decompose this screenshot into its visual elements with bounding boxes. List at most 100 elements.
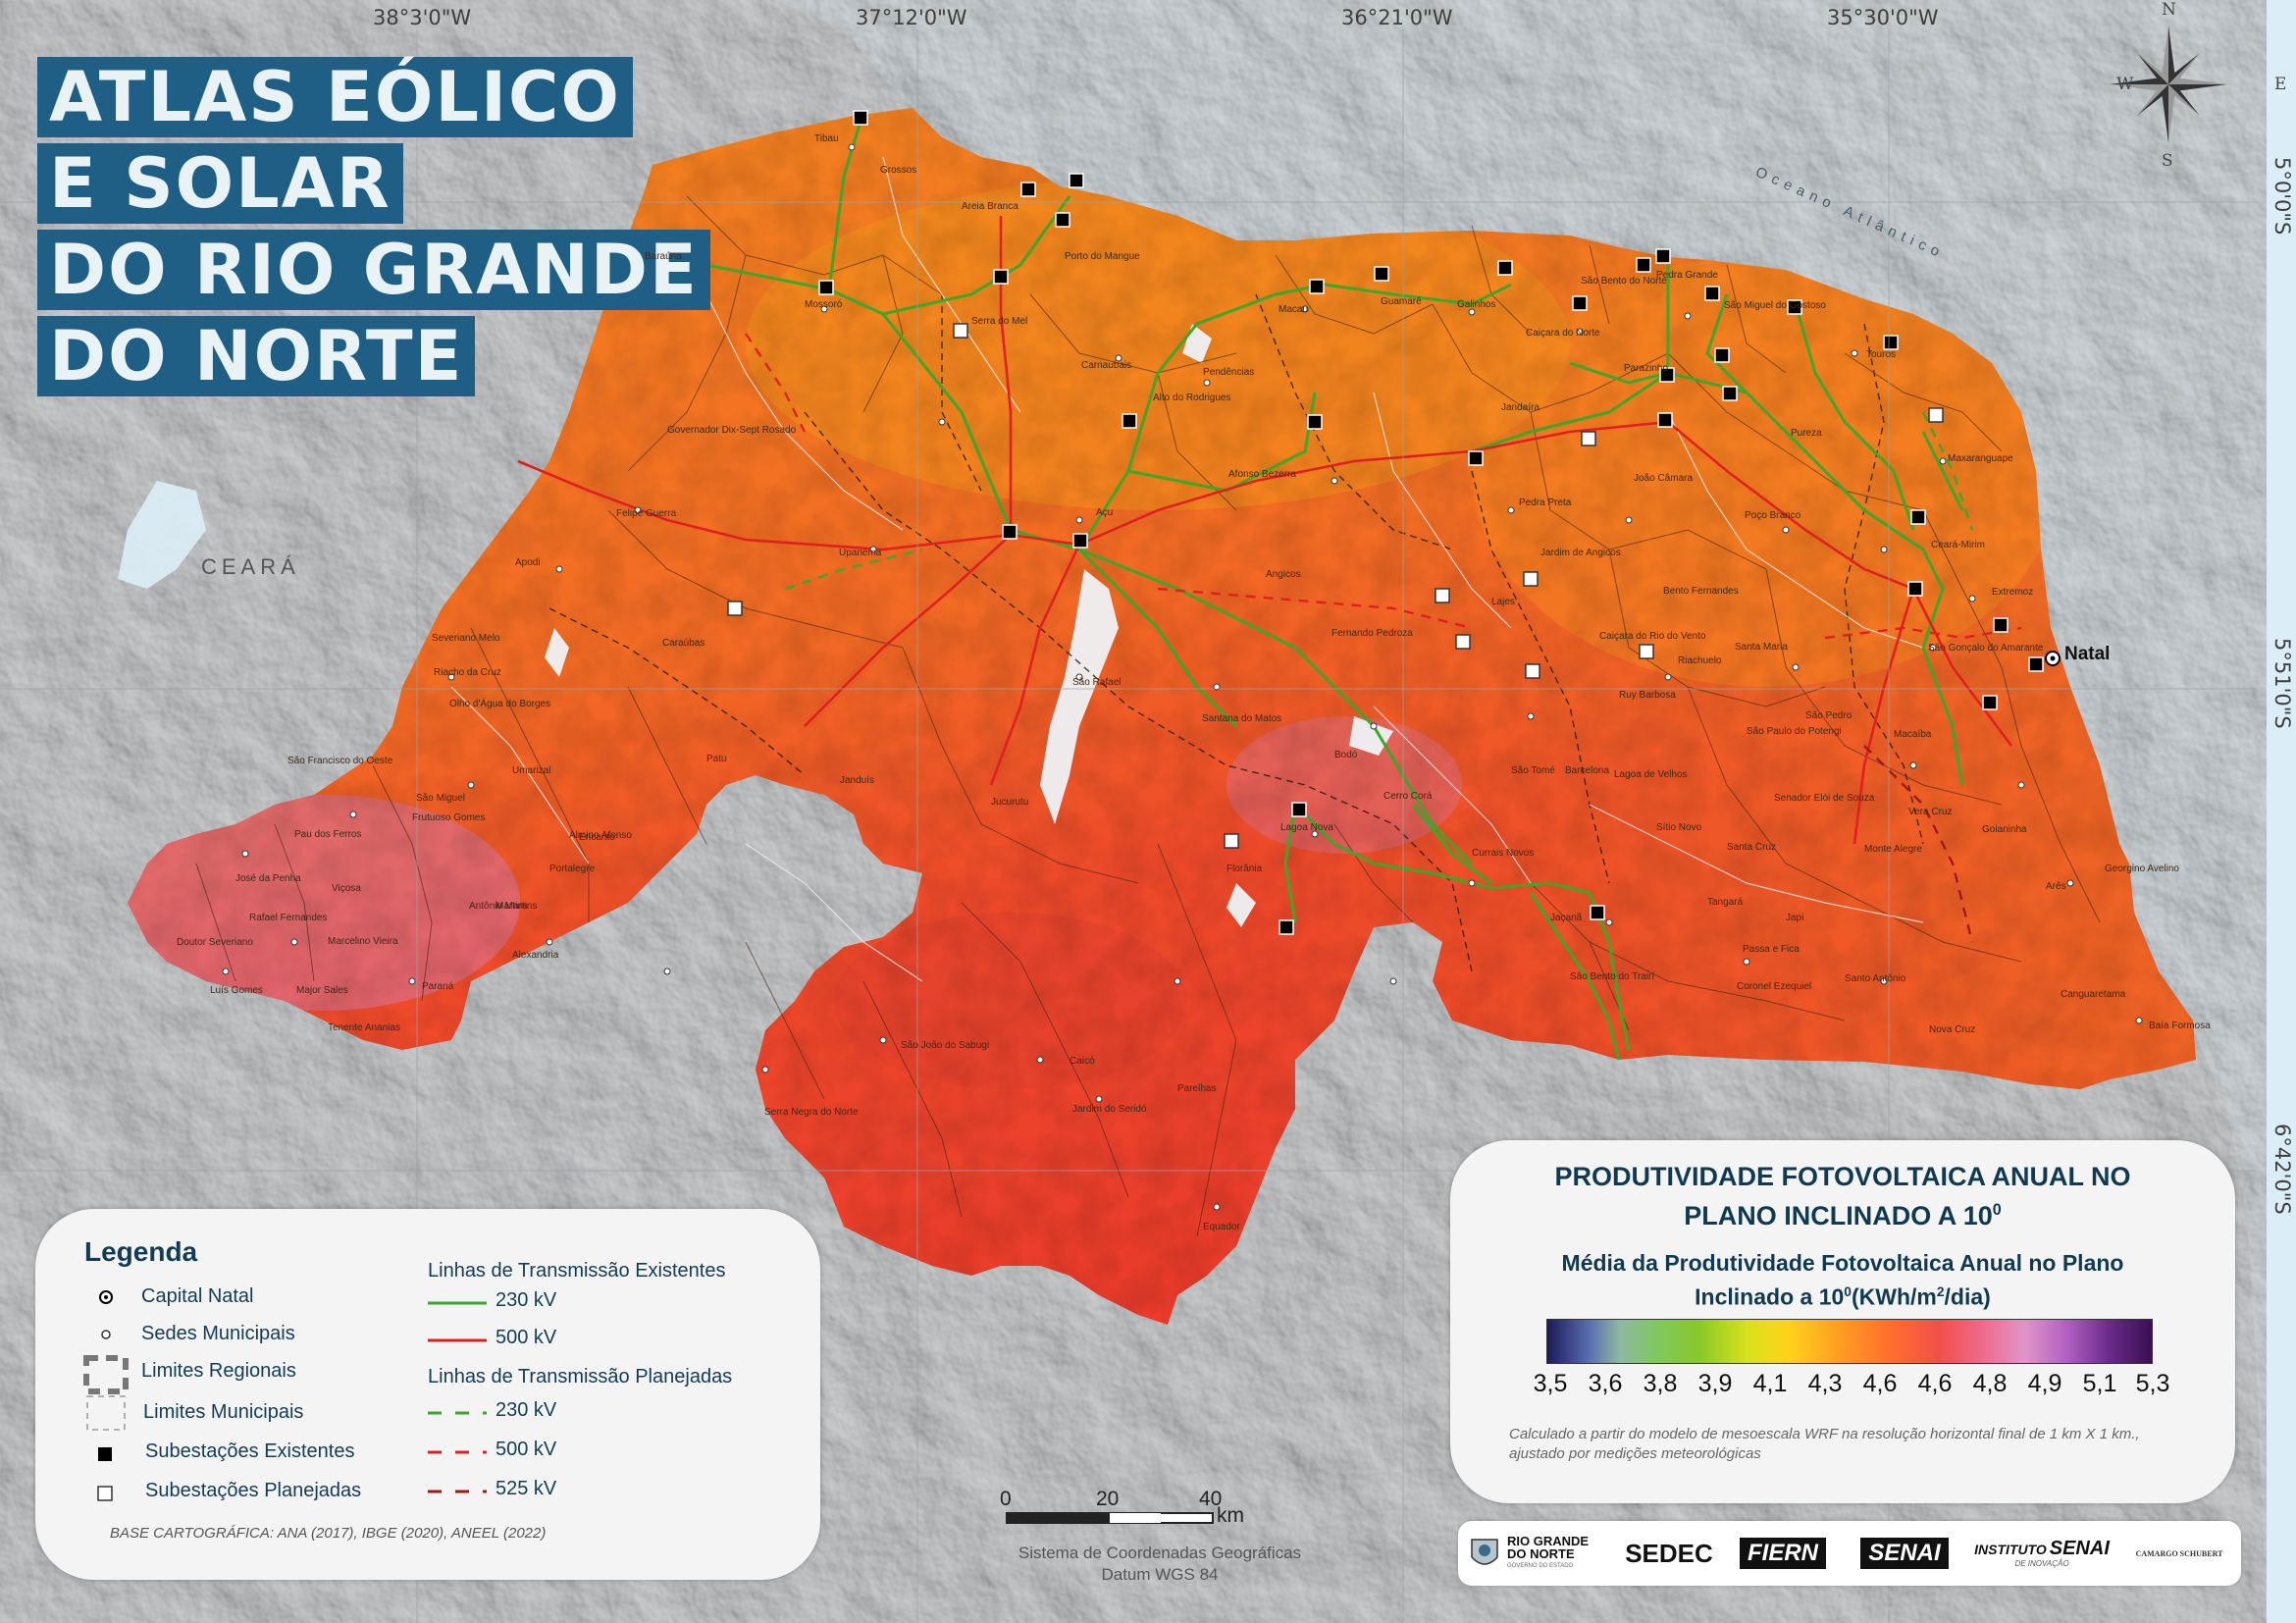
pv-subtitle-mid: (KWh/m bbox=[1851, 1283, 1937, 1310]
pv-productivity-panel: PRODUTIVIDADE FOTOVOLTAICA ANUAL NO PLAN… bbox=[1450, 1140, 2235, 1503]
legend-planned-substation: Subestações Planejadas bbox=[145, 1480, 362, 1501]
place-label: São Miguel do Gostoso bbox=[1724, 300, 1826, 311]
place-label: São Rafael bbox=[1072, 677, 1122, 688]
place-label: Marcelino Vieira bbox=[328, 936, 398, 947]
place-label: Mossoró bbox=[805, 299, 843, 310]
legend-title: Legenda bbox=[84, 1236, 198, 1267]
place-label: Paraná bbox=[422, 981, 454, 992]
place-label: Macau bbox=[1278, 304, 1309, 315]
place-label: Goianinha bbox=[1982, 824, 2027, 835]
coord-top-4: 35°30'0"W bbox=[1827, 6, 1939, 29]
legend-existing-substation: Subestações Existentes bbox=[145, 1440, 355, 1462]
partner-logos: RIO GRANDE DO NORTE GOVERNO DO ESTADO SE… bbox=[1458, 1521, 2241, 1586]
legend-planned-lines-title: Linhas de Transmissão Planejadas bbox=[428, 1366, 733, 1387]
place-label: São Bento do Norte bbox=[1581, 276, 1667, 287]
compass-e: E bbox=[2274, 75, 2287, 94]
pv-note: Calculado a partir do modelo de mesoesca… bbox=[1509, 1426, 2140, 1462]
place-label: Luís Gomes bbox=[210, 985, 263, 996]
place-label: Parelhas bbox=[1177, 1083, 1217, 1094]
place-label: Florânia bbox=[1226, 864, 1263, 874]
pv-color-ramp bbox=[1546, 1319, 2153, 1364]
place-label: Riacho da Cruz bbox=[434, 667, 501, 678]
scale-bar bbox=[1006, 1512, 1214, 1524]
place-label: Jardim do Seridó bbox=[1072, 1104, 1147, 1115]
senai-logo: SENAI bbox=[1847, 1521, 1962, 1586]
coord-top-2: 37°12'0"W bbox=[856, 6, 967, 29]
pv-tick: 4,8 bbox=[1972, 1370, 2008, 1397]
place-label: Afonso Bezerra bbox=[1228, 469, 1296, 480]
pv-subtitle-post: /dia) bbox=[1944, 1283, 1991, 1310]
place-label: Governador Dix-Sept Rosado bbox=[667, 425, 797, 436]
place-label: Parazinho bbox=[1624, 363, 1669, 374]
place-label: Jardim de Angicos bbox=[1540, 548, 1621, 558]
place-label: Canguaretama bbox=[2061, 989, 2126, 1000]
legend-500-planned: 500 kV bbox=[496, 1439, 557, 1460]
place-label: Touros bbox=[1866, 349, 1897, 360]
place-label: Alexandria bbox=[512, 950, 559, 961]
place-label: Barcelona bbox=[1565, 765, 1610, 776]
datum-line1: Sistema de Coordenadas Geográficas bbox=[1018, 1544, 1302, 1562]
coord-right-3: 6°42'0"S bbox=[2270, 1124, 2294, 1215]
pv-tick: 4,9 bbox=[2027, 1370, 2062, 1397]
regional-limits-icon bbox=[83, 1355, 129, 1394]
pv-tick: 4,3 bbox=[1807, 1370, 1843, 1397]
place-label: São Pedro bbox=[1805, 710, 1852, 721]
place-label: Umarizal bbox=[512, 765, 551, 776]
place-label: Caraúbas bbox=[662, 638, 705, 649]
place-label: Arês bbox=[2046, 881, 2066, 892]
place-label: Felipe Guerra bbox=[616, 508, 677, 519]
place-label: Jucurutu bbox=[991, 797, 1029, 808]
place-label: Maxaranguape bbox=[1948, 453, 2013, 464]
place-label: Ruy Barbosa bbox=[1619, 690, 1676, 701]
place-label: Pedra Preta bbox=[1519, 497, 1572, 508]
place-label: Baraúna bbox=[645, 251, 682, 262]
fiern-logo: FIERN bbox=[1725, 1521, 1841, 1586]
place-label: Georgino Avelino bbox=[2105, 864, 2179, 874]
scale-label-40: 40 bbox=[1199, 1488, 1223, 1510]
place-label: Poço Branco bbox=[1745, 510, 1801, 521]
place-label: Extremoz bbox=[1992, 587, 2034, 598]
place-label: Açu bbox=[1096, 507, 1114, 518]
coord-top-3: 36°21'0"W bbox=[1341, 6, 1453, 29]
place-label: Tangará bbox=[1707, 897, 1744, 908]
compass-n: N bbox=[2162, 0, 2176, 20]
place-label: Nova Cruz bbox=[1929, 1024, 1976, 1035]
place-label: Rafael Fernandes bbox=[249, 913, 328, 923]
label-ceara: CEARÁ bbox=[201, 554, 300, 579]
pv-tick: 4,1 bbox=[1752, 1370, 1788, 1397]
place-label: Santana do Matos bbox=[1202, 713, 1282, 724]
place-label: Tenente Ananias bbox=[328, 1022, 400, 1033]
place-label: Lagoa Nova bbox=[1280, 822, 1333, 833]
place-label: Tibau bbox=[814, 133, 839, 144]
place-label: Major Sales bbox=[296, 985, 348, 996]
rn-government-logo: RIO GRANDE DO NORTE GOVERNO DO ESTADO bbox=[1468, 1521, 1615, 1586]
datum-line2: Datum WGS 84 bbox=[1101, 1565, 1219, 1584]
place-label: Portalegre bbox=[549, 864, 596, 874]
place-label: Grossos bbox=[880, 165, 917, 176]
place-label: Viçosa bbox=[332, 883, 361, 894]
place-label: Santa Cruz bbox=[1727, 842, 1777, 853]
place-label: Guamaré bbox=[1381, 296, 1422, 307]
place-label: Lajes bbox=[1491, 597, 1515, 607]
place-label: Pedra Grande bbox=[1656, 270, 1718, 281]
line-525-planned-icon bbox=[428, 1490, 487, 1493]
place-label: Pendências bbox=[1203, 367, 1255, 378]
pv-tick: 4,6 bbox=[1917, 1370, 1953, 1397]
place-label: Severiano Melo bbox=[432, 633, 500, 644]
municipal-limits-icon bbox=[86, 1395, 126, 1431]
pv-title: PRODUTIVIDADE FOTOVOLTAICA ANUAL NO PLAN… bbox=[1450, 1160, 2235, 1232]
place-label: João Câmara bbox=[1634, 473, 1694, 484]
place-label: Japi bbox=[1786, 913, 1804, 923]
pv-title-line1: PRODUTIVIDADE FOTOVOLTAICA ANUAL NO bbox=[1554, 1162, 2131, 1191]
legend-sedes: Sedes Municipais bbox=[141, 1323, 295, 1344]
pv-tick: 3,6 bbox=[1588, 1370, 1623, 1397]
title-line-2: E SOLAR bbox=[37, 143, 403, 224]
pv-tick: 4,6 bbox=[1862, 1370, 1898, 1397]
legend-capital: Capital Natal bbox=[141, 1285, 254, 1307]
place-label: Vera Cruz bbox=[1908, 807, 1953, 817]
pv-subtitle-line1: Média da Produtividade Fotovoltaica Anua… bbox=[1561, 1250, 2124, 1276]
legend-panel: Legenda Capital Natal Sedes Municipais L… bbox=[35, 1209, 820, 1580]
legend-municipal: Limites Municipais bbox=[143, 1401, 304, 1423]
capital-symbol-icon bbox=[99, 1290, 113, 1304]
pv-tick: 5,1 bbox=[2082, 1370, 2117, 1397]
